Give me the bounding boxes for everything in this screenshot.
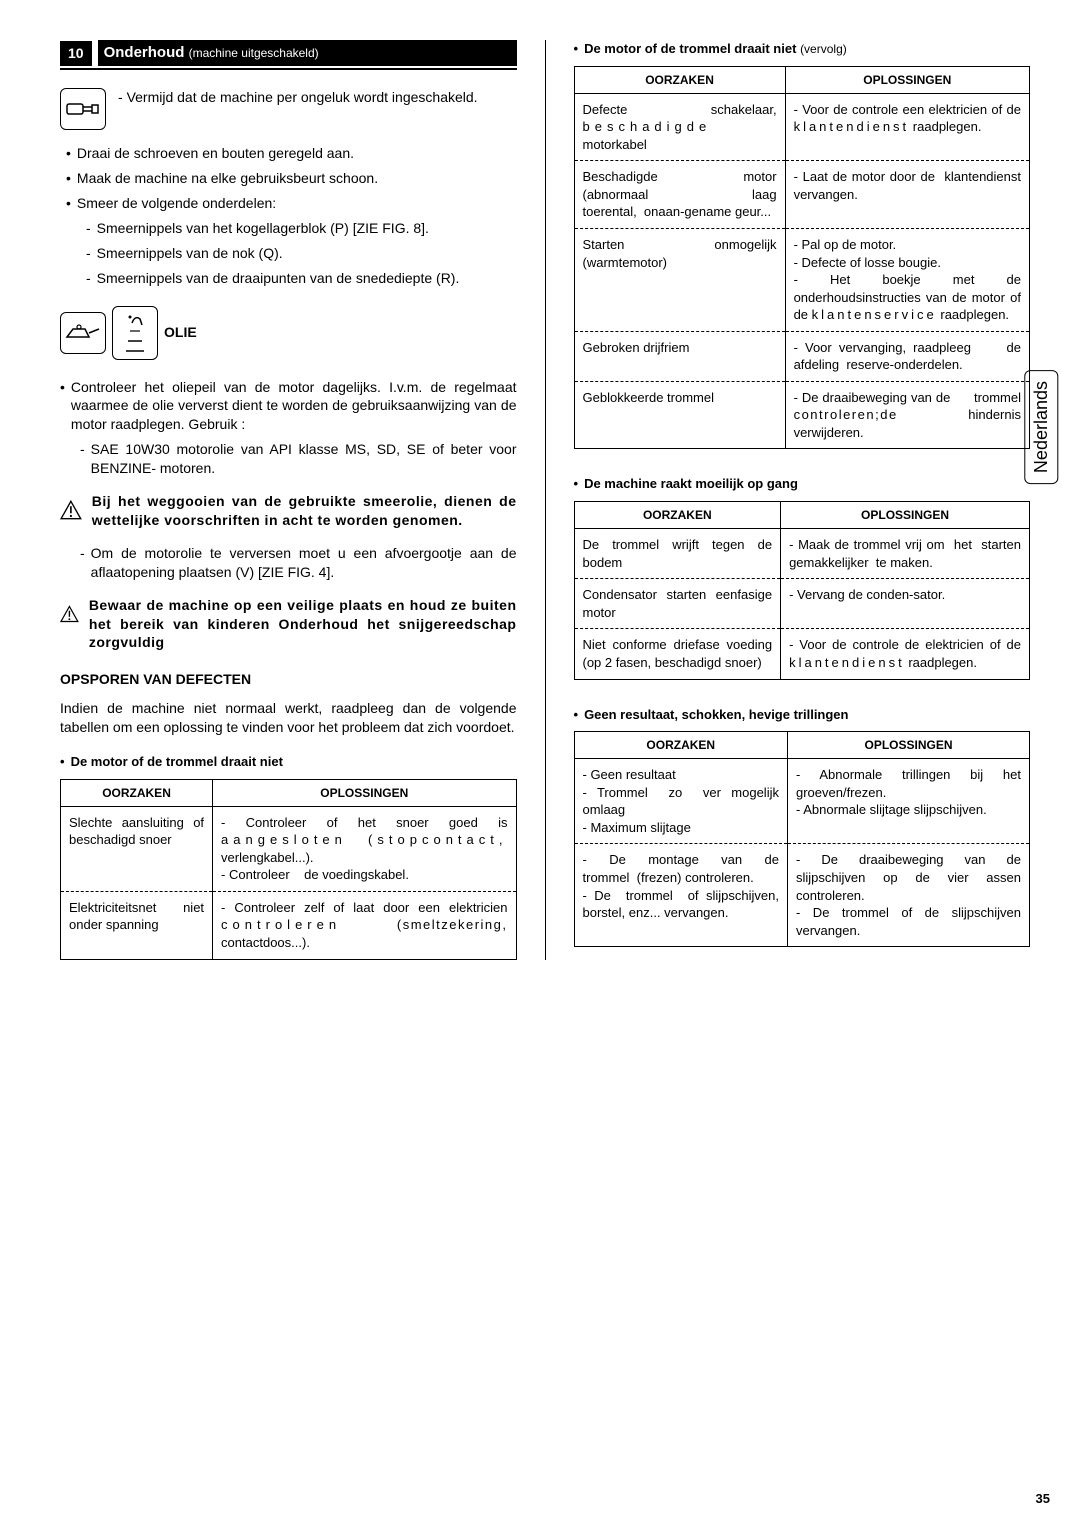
table3-title: •De machine raakt moeilijk op gang — [574, 475, 1031, 493]
column-divider — [545, 40, 546, 960]
power-off-note: - Vermijd dat de machine per ongeluk wor… — [60, 88, 517, 130]
power-off-text-content: Vermijd dat de machine per ongeluk wordt… — [127, 89, 478, 105]
language-tab: Nederlands — [1024, 370, 1058, 484]
page-number: 35 — [1036, 1490, 1050, 1508]
table-header: OORZAKEN — [61, 779, 213, 806]
section-title: Onderhoud (machine uitgeschakeld) — [98, 40, 517, 66]
table-row: De trommel wrijft tegen de bodem- Maak d… — [574, 529, 1030, 579]
warning-1: Bij het weggooien van de gebruikte smeer… — [60, 492, 517, 530]
table-header: OPLOSSINGEN — [785, 66, 1029, 93]
warning-2: Bewaar de machine op een veilige plaats … — [60, 596, 517, 653]
table-row: Geblokkeerde trommel- De draaibeweging v… — [574, 381, 1030, 449]
table4-title: •Geen resultaat, schokken, hevige trilli… — [574, 706, 1031, 724]
list-item: •Draai de schroeven en bouten geregeld a… — [66, 144, 517, 163]
sub-item: -Smeernippels van de draaipunten van de … — [86, 269, 517, 288]
oil-drain: -Om de motorolie te verversen moet u een… — [80, 544, 517, 582]
sub-item: -Smeernippels van de nok (Q). — [86, 244, 517, 263]
oil-text: •Controleer het oliepeil van de motor da… — [60, 378, 517, 435]
table-header: OORZAKEN — [574, 502, 781, 529]
table1-title: •De motor of de trommel draait niet — [60, 753, 517, 771]
section-header: 10 Onderhoud (machine uitgeschakeld) — [60, 40, 517, 70]
maintenance-list: •Draai de schroeven en bouten geregeld a… — [66, 144, 517, 287]
table-row: Elektriciteitsnet niet onder spanning- C… — [61, 891, 517, 959]
table-row: Slechte aansluiting of beschadigd snoer-… — [61, 806, 517, 891]
table-row: Condensator starten eenfasige motor- Ver… — [574, 579, 1030, 629]
list-item: •Smeer de volgende onderdelen: — [66, 194, 517, 213]
table2-title: •De motor of de trommel draait niet (ver… — [574, 40, 1031, 58]
table-row: Gebroken drijfriem- Voor vervanging, raa… — [574, 331, 1030, 381]
table-3: OORZAKENOPLOSSINGEN De trommel wrijft te… — [574, 501, 1031, 679]
section-number: 10 — [60, 41, 92, 66]
list-item: •Maak de machine na elke gebruiksbeurt s… — [66, 169, 517, 188]
power-off-text: - Vermijd dat de machine per ongeluk wor… — [118, 88, 478, 107]
sub-item: -Smeernippels van het kogellagerblok (P)… — [86, 219, 517, 238]
oil-level-icon — [112, 306, 158, 360]
section-title-text: Onderhoud — [104, 44, 185, 61]
section-subtitle: (machine uitgeschakeld) — [189, 46, 319, 60]
oilcan-icon — [60, 312, 106, 354]
table-row: Niet conforme driefase voeding (op 2 fas… — [574, 629, 1030, 679]
defect-intro: Indien de machine niet normaal werkt, ra… — [60, 699, 517, 737]
table-header: OORZAKEN — [574, 66, 785, 93]
plug-icon — [60, 88, 106, 130]
table-2: OORZAKENOPLOSSINGEN Defecte schakelaar, … — [574, 66, 1031, 450]
table-4: OORZAKENOPLOSSINGEN - Geen resultaat- Tr… — [574, 731, 1031, 947]
table-header: OPLOSSINGEN — [781, 502, 1030, 529]
oil-sub: -SAE 10W30 motorolie van API klasse MS, … — [80, 440, 517, 478]
table-row: - De montage van de trommel (frezen) con… — [574, 844, 1030, 947]
oil-icons: OLIE — [60, 306, 517, 360]
table-row: Beschadigde motor (abnormaal laag toeren… — [574, 161, 1030, 229]
warning-icon — [60, 596, 79, 632]
warning-icon — [60, 492, 82, 528]
right-column: •De motor of de trommel draait niet (ver… — [574, 40, 1031, 960]
warning-2-text: Bewaar de machine op een veilige plaats … — [89, 596, 517, 653]
table-header: OORZAKEN — [574, 732, 787, 759]
table-row: - Geen resultaat- Trommel zo ver mogelij… — [574, 759, 1030, 844]
left-column: 10 Onderhoud (machine uitgeschakeld) - V… — [60, 40, 517, 960]
warning-1-text: Bij het weggooien van de gebruikte smeer… — [92, 492, 517, 530]
table-1: OORZAKENOPLOSSINGEN Slechte aansluiting … — [60, 779, 517, 960]
table-row: Defecte schakelaar, beschadigde motorkab… — [574, 93, 1030, 161]
table-header: OPLOSSINGEN — [787, 732, 1029, 759]
defect-title: OPSPOREN VAN DEFECTEN — [60, 670, 517, 689]
table-row: Starten onmogelijk (warmtemotor)- Pal op… — [574, 229, 1030, 332]
table-header: OPLOSSINGEN — [213, 779, 516, 806]
oil-label: OLIE — [164, 323, 197, 342]
